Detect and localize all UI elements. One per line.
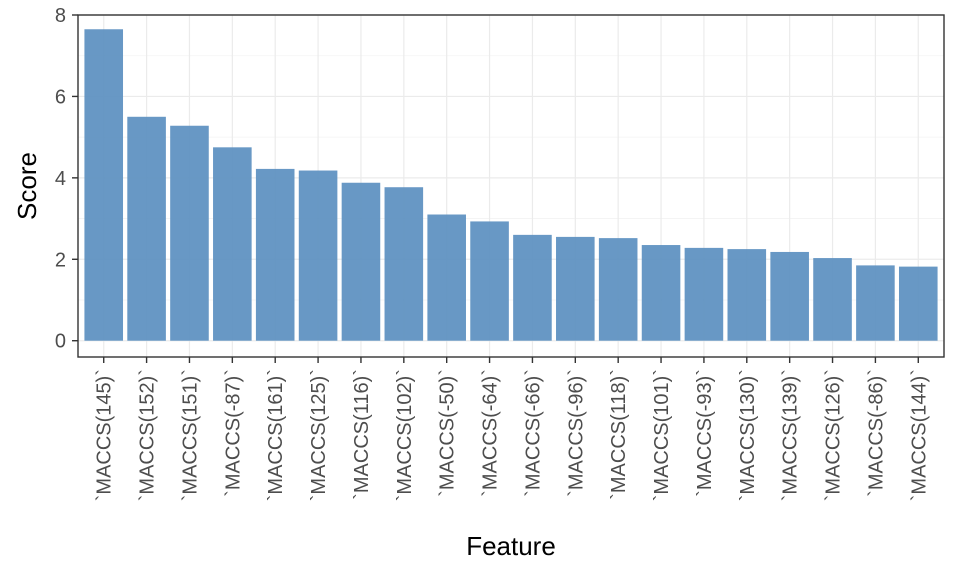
x-tick-label: `MACCS(-93)` bbox=[694, 369, 716, 497]
bar bbox=[727, 249, 767, 341]
bar bbox=[298, 170, 338, 341]
x-tick-label: `MACCS(125)` bbox=[308, 369, 330, 501]
x-tick-label: `MACCS(126)` bbox=[823, 369, 845, 501]
bar bbox=[341, 182, 381, 341]
x-axis: `MACCS(145)` `MACCS(152)` `MACCS(151)` `MAC… bbox=[94, 357, 930, 501]
bar bbox=[684, 247, 724, 341]
bar bbox=[598, 238, 638, 341]
bar bbox=[856, 265, 895, 341]
x-tick-label: `MACCS(102)` bbox=[394, 369, 416, 501]
bar bbox=[470, 221, 509, 341]
x-tick-label: `MACCS(161)` bbox=[265, 369, 287, 501]
bar bbox=[84, 29, 124, 341]
x-tick-label: `MACCS(139)` bbox=[780, 369, 802, 501]
bar bbox=[427, 214, 466, 341]
x-tick-label: `MACCS(-96)` bbox=[565, 369, 587, 497]
y-axis-title: Score bbox=[12, 152, 42, 220]
bar bbox=[170, 125, 209, 341]
bar bbox=[770, 251, 809, 341]
x-tick-label: `MACCS(-86)` bbox=[865, 369, 887, 497]
bar bbox=[641, 245, 681, 341]
y-tick-label: 6 bbox=[55, 86, 66, 108]
y-axis: 0 2 4 6 8 bbox=[55, 5, 78, 353]
bar bbox=[255, 168, 295, 341]
x-tick-label: `MACCS(101)` bbox=[651, 369, 673, 501]
x-tick-label: `MACCS(116)` bbox=[351, 369, 373, 500]
x-tick-label: `MACCS(-50)` bbox=[437, 369, 459, 497]
y-tick-label: 0 bbox=[55, 331, 66, 353]
y-tick-label: 4 bbox=[55, 168, 66, 190]
x-tick-label: `MACCS(-87)` bbox=[222, 369, 244, 497]
bar bbox=[213, 147, 252, 341]
x-tick-label: `MACCS(-64)` bbox=[480, 369, 502, 497]
x-tick-label: `MACCS(145)` bbox=[94, 369, 116, 501]
x-tick-label: `MACCS(144)` bbox=[908, 369, 930, 501]
bar bbox=[898, 266, 938, 341]
y-tick-label: 8 bbox=[55, 5, 66, 27]
x-tick-label: `MACCS(151)` bbox=[179, 369, 201, 501]
bar bbox=[556, 236, 595, 341]
panel-border bbox=[77, 14, 945, 358]
x-tick-label: `MACCS(-66)` bbox=[522, 369, 544, 497]
bars bbox=[84, 29, 938, 341]
bar bbox=[127, 116, 166, 341]
bar bbox=[384, 187, 424, 341]
x-axis-title: Feature bbox=[466, 531, 556, 561]
y-tick-label: 2 bbox=[55, 249, 66, 271]
x-tick-label: `MACCS(118)` bbox=[608, 369, 630, 500]
bar bbox=[513, 234, 552, 341]
x-tick-label: `MACCS(152)` bbox=[137, 369, 159, 501]
bar bbox=[813, 258, 852, 341]
x-tick-label: `MACCS(130)` bbox=[737, 369, 759, 501]
